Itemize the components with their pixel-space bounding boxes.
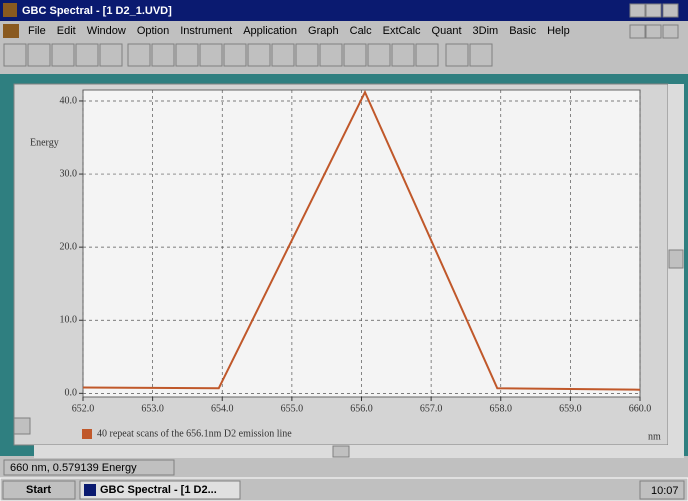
x-tick-label: 655.0 xyxy=(281,403,304,414)
menu-item[interactable]: Quant xyxy=(432,25,462,37)
menu-item[interactable]: Application xyxy=(243,25,297,37)
menu-item[interactable]: Help xyxy=(547,25,570,37)
tool-button[interactable] xyxy=(344,44,366,66)
x-tick-label: 658.0 xyxy=(490,403,513,414)
y-tick-label: 20.0 xyxy=(60,241,78,252)
menu-item[interactable]: File xyxy=(28,25,46,37)
menu-bar: File Edit Window Option Instrument Applicatio… xyxy=(3,24,570,38)
menu-item[interactable]: 3Dim xyxy=(473,25,499,37)
clock: 10:07 xyxy=(651,485,679,497)
x-tick-label: 657.0 xyxy=(420,403,443,414)
status-text: 660 nm, 0.579139 Energy xyxy=(10,462,137,474)
legend-label: 40 repeat scans of the 656.1nm D2 emissi… xyxy=(97,428,292,439)
task-icon xyxy=(84,484,96,496)
tool-button[interactable] xyxy=(4,44,26,66)
doc-icon xyxy=(3,24,19,38)
task-label: GBC Spectral - [1 D2... xyxy=(100,484,217,496)
y-tick-label: 0.0 xyxy=(65,388,78,399)
mdi-minimize[interactable] xyxy=(630,25,645,38)
maximize-button[interactable] xyxy=(646,4,661,17)
menu-item[interactable]: Graph xyxy=(308,25,339,37)
hscroll-thumb[interactable] xyxy=(333,446,349,457)
vertical-scrollbar[interactable] xyxy=(668,84,684,458)
tool-button[interactable] xyxy=(28,44,50,66)
tool-button[interactable] xyxy=(272,44,294,66)
tool-button[interactable] xyxy=(320,44,342,66)
menu-item[interactable]: Instrument xyxy=(180,25,232,37)
menu-item[interactable]: Window xyxy=(87,25,126,37)
legend-swatch xyxy=(82,429,92,439)
mdi-close[interactable] xyxy=(663,25,678,38)
tool-button[interactable] xyxy=(470,44,492,66)
y-tick-label: 10.0 xyxy=(60,315,78,326)
x-axis-label: nm xyxy=(648,431,661,442)
toolbar xyxy=(4,44,492,66)
x-tick-label: 656.0 xyxy=(350,403,373,414)
t-button[interactable] xyxy=(14,418,30,434)
tool-button[interactable] xyxy=(52,44,74,66)
tool-button[interactable] xyxy=(248,44,270,66)
screen: GBC Spectral - [1 D2_1.UVD] File Edit Wind… xyxy=(0,0,688,501)
x-tick-label: 652.0 xyxy=(72,403,95,414)
x-tick-label: 659.0 xyxy=(559,403,582,414)
menu-item[interactable]: Option xyxy=(137,25,169,37)
menu-item[interactable]: ExtCalc xyxy=(383,25,421,37)
tool-button[interactable] xyxy=(176,44,198,66)
tool-button[interactable] xyxy=(416,44,438,66)
tool-button[interactable] xyxy=(76,44,98,66)
app-icon xyxy=(3,3,17,17)
tool-button[interactable] xyxy=(152,44,174,66)
tool-button[interactable] xyxy=(100,44,122,66)
x-tick-label: 660.0 xyxy=(629,403,652,414)
mdi-restore[interactable] xyxy=(646,25,661,38)
start-label: Start xyxy=(26,484,51,496)
tool-button[interactable] xyxy=(368,44,390,66)
window-title: GBC Spectral - [1 D2_1.UVD] xyxy=(22,5,172,17)
x-tick-label: 653.0 xyxy=(141,403,164,414)
tool-button[interactable] xyxy=(392,44,414,66)
y-tick-label: 30.0 xyxy=(60,168,78,179)
tool-button[interactable] xyxy=(446,44,468,66)
menu-item[interactable]: Calc xyxy=(350,25,373,37)
y-tick-label: 40.0 xyxy=(60,95,78,106)
scroll-thumb[interactable] xyxy=(669,250,683,268)
y-axis-label: Energy xyxy=(30,137,59,148)
tool-button[interactable] xyxy=(296,44,318,66)
page: GBC Spectral - [1 D2_1.UVD] File Edit Wind… xyxy=(0,0,688,501)
minimize-button[interactable] xyxy=(630,4,645,17)
menu-item[interactable]: Edit xyxy=(57,25,76,37)
x-tick-label: 654.0 xyxy=(211,403,234,414)
menu-item[interactable]: Basic xyxy=(509,25,536,37)
tool-button[interactable] xyxy=(128,44,150,66)
tool-button[interactable] xyxy=(224,44,246,66)
close-button[interactable] xyxy=(663,4,678,17)
tool-button[interactable] xyxy=(200,44,222,66)
horizontal-scrollbar[interactable] xyxy=(34,445,668,458)
